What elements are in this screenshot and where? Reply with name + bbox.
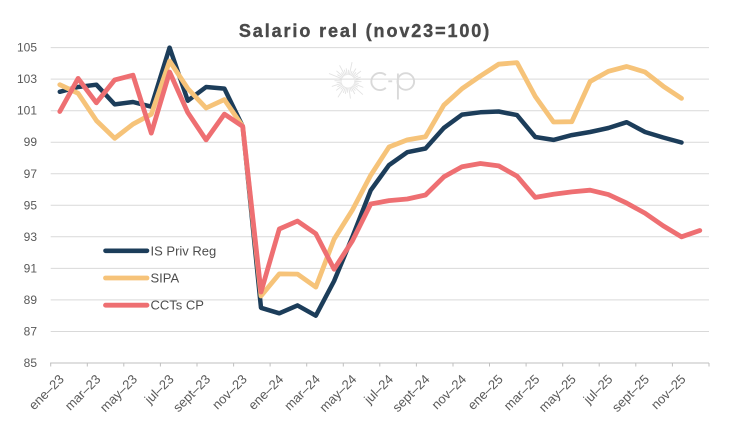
svg-text:105: 105: [17, 41, 37, 55]
svg-text:99: 99: [24, 135, 38, 149]
svg-text:97: 97: [24, 167, 38, 181]
svg-text:87: 87: [24, 325, 38, 339]
svg-text:89: 89: [24, 293, 38, 307]
svg-text:Salario real (nov23=100): Salario real (nov23=100): [239, 21, 491, 41]
svg-text:CCTs CP: CCTs CP: [151, 298, 204, 313]
svg-text:91: 91: [24, 261, 38, 275]
svg-text:103: 103: [17, 72, 37, 86]
svg-text:IS Priv Reg: IS Priv Reg: [151, 243, 217, 258]
svg-text:93: 93: [24, 230, 38, 244]
svg-text:SIPA: SIPA: [151, 271, 180, 286]
svg-text:95: 95: [24, 198, 38, 212]
svg-text:85: 85: [24, 356, 38, 370]
svg-text:101: 101: [17, 104, 37, 118]
